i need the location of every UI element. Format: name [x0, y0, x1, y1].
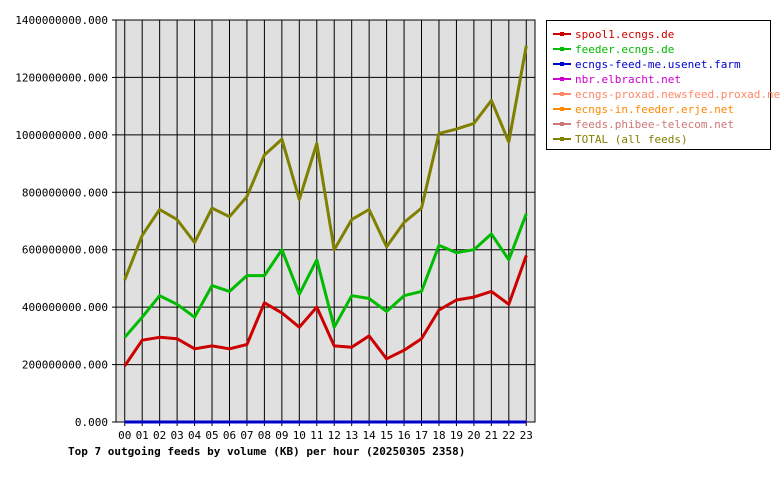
- x-tick-label: 08: [258, 429, 271, 442]
- x-tick-label: 09: [275, 429, 288, 442]
- x-tick-label: 16: [397, 429, 410, 442]
- legend-label: nbr.elbracht.net: [575, 72, 681, 86]
- plot-area: [115, 19, 536, 423]
- x-tick-label: 15: [380, 429, 393, 442]
- legend-swatch: [553, 28, 571, 40]
- series-line: [123, 213, 528, 339]
- legend-item: spool1.ecngs.de: [553, 27, 674, 41]
- x-tick-label: 14: [363, 429, 377, 442]
- x-tick-label: 17: [415, 429, 428, 442]
- x-tick-label: 10: [293, 429, 306, 442]
- legend-swatch: [553, 103, 571, 115]
- legend-label: ecngs-proxad.newsfeed.proxad.net: [575, 87, 780, 101]
- x-tick-label: 00: [118, 429, 131, 442]
- y-tick-label: 800000000.000: [22, 186, 108, 199]
- x-tick-label: 18: [432, 429, 445, 442]
- x-tick-label: 02: [153, 429, 166, 442]
- x-tick-label: 21: [485, 429, 498, 442]
- y-tick-label: 0.000: [75, 416, 108, 429]
- x-tick-label: 01: [136, 429, 149, 442]
- x-tick-label: 13: [345, 429, 358, 442]
- legend-item: ecngs-feed-me.usenet.farm: [553, 57, 741, 71]
- legend-label: feeds.phibee-telecom.net: [575, 117, 734, 131]
- legend-item: feeder.ecngs.de: [553, 42, 674, 56]
- x-tick-label: 07: [240, 429, 253, 442]
- x-tick-label: 22: [502, 429, 515, 442]
- series-line: [123, 254, 528, 367]
- legend-swatch: [553, 73, 571, 85]
- y-tick-label: 600000000.000: [22, 244, 108, 257]
- x-tick-label: 03: [170, 429, 183, 442]
- legend-item: nbr.elbracht.net: [553, 72, 681, 86]
- chart-title: Top 7 outgoing feeds by volume (KB) per …: [68, 445, 466, 458]
- legend-label: TOTAL (all feeds): [575, 132, 688, 146]
- x-axis: 00 01 02 03 04 05 06 07 08 09 10 11 12 13 14 15 16 17 18 19…: [118, 422, 533, 442]
- legend-swatch: [553, 118, 571, 130]
- x-tick-label: 20: [467, 429, 480, 442]
- x-tick-label: 06: [223, 429, 236, 442]
- y-tick-label: 200000000.000: [22, 359, 108, 372]
- y-tick-label: 1200000000.000: [15, 71, 108, 84]
- legend-item: feeds.phibee-telecom.net: [553, 117, 734, 131]
- legend-label: ecngs-in.feeder.erje.net: [575, 102, 734, 116]
- series-line: [123, 45, 528, 281]
- x-tick-label: 12: [328, 429, 341, 442]
- x-tick-label: 11: [310, 429, 323, 442]
- legend-label: spool1.ecngs.de: [575, 27, 675, 41]
- y-tick-label: 1400000000.000: [15, 14, 108, 27]
- y-tick-label: 400000000.000: [22, 301, 108, 314]
- legend-swatch: [553, 58, 571, 70]
- legend-swatch: [553, 88, 571, 100]
- legend-label: feeder.ecngs.de: [575, 42, 675, 56]
- x-tick-label: 19: [450, 429, 463, 442]
- legend-swatch: [553, 133, 571, 145]
- series-lines: [123, 45, 528, 424]
- legend-item: ecngs-proxad.newsfeed.proxad.net: [553, 87, 780, 101]
- y-axis: 0.000 200000000.000 400000000.000 600000000…: [15, 14, 116, 429]
- x-tick-label: 05: [205, 429, 218, 442]
- y-tick-label: 1000000000.000: [15, 129, 108, 142]
- legend-swatch: [553, 43, 571, 55]
- legend-item: TOTAL (all feeds): [553, 132, 688, 146]
- legend-item: ecngs-in.feeder.erje.net: [553, 102, 734, 116]
- legend: spool1.ecngs.de feeder.ecngs.de ecngs-feed…: [546, 20, 780, 150]
- x-tick-label: 04: [188, 429, 202, 442]
- x-tick-label: 23: [520, 429, 533, 442]
- legend-label: ecngs-feed-me.usenet.farm: [575, 57, 741, 71]
